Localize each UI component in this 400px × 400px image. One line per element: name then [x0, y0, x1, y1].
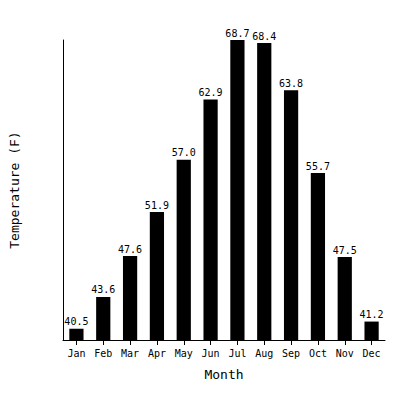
svg-text:Jul: Jul — [228, 348, 246, 359]
svg-text:68.4: 68.4 — [252, 31, 276, 42]
svg-text:40.5: 40.5 — [64, 316, 88, 327]
svg-text:62.9: 62.9 — [199, 87, 223, 98]
svg-text:Sep: Sep — [282, 348, 300, 359]
svg-text:Jun: Jun — [202, 348, 220, 359]
svg-text:Feb: Feb — [94, 348, 112, 359]
svg-text:57.0: 57.0 — [172, 147, 196, 158]
svg-text:May: May — [175, 348, 193, 359]
svg-text:Temperature (F): Temperature (F) — [7, 131, 22, 248]
svg-text:55.7: 55.7 — [306, 161, 330, 172]
svg-text:Aug: Aug — [255, 348, 273, 359]
svg-text:47.5: 47.5 — [333, 245, 357, 256]
svg-text:Oct: Oct — [309, 348, 327, 359]
svg-text:Nov: Nov — [336, 348, 354, 359]
svg-text:41.2: 41.2 — [360, 309, 384, 320]
svg-text:68.7: 68.7 — [225, 28, 249, 39]
svg-text:Mar: Mar — [121, 348, 139, 359]
svg-text:43.6: 43.6 — [91, 284, 115, 295]
svg-text:Apr: Apr — [148, 348, 166, 359]
svg-text:51.9: 51.9 — [145, 200, 169, 211]
svg-text:47.6: 47.6 — [118, 244, 142, 255]
svg-text:Month: Month — [204, 367, 243, 382]
svg-text:Dec: Dec — [363, 348, 381, 359]
svg-text:63.8: 63.8 — [279, 78, 303, 89]
svg-text:Jan: Jan — [67, 348, 85, 359]
